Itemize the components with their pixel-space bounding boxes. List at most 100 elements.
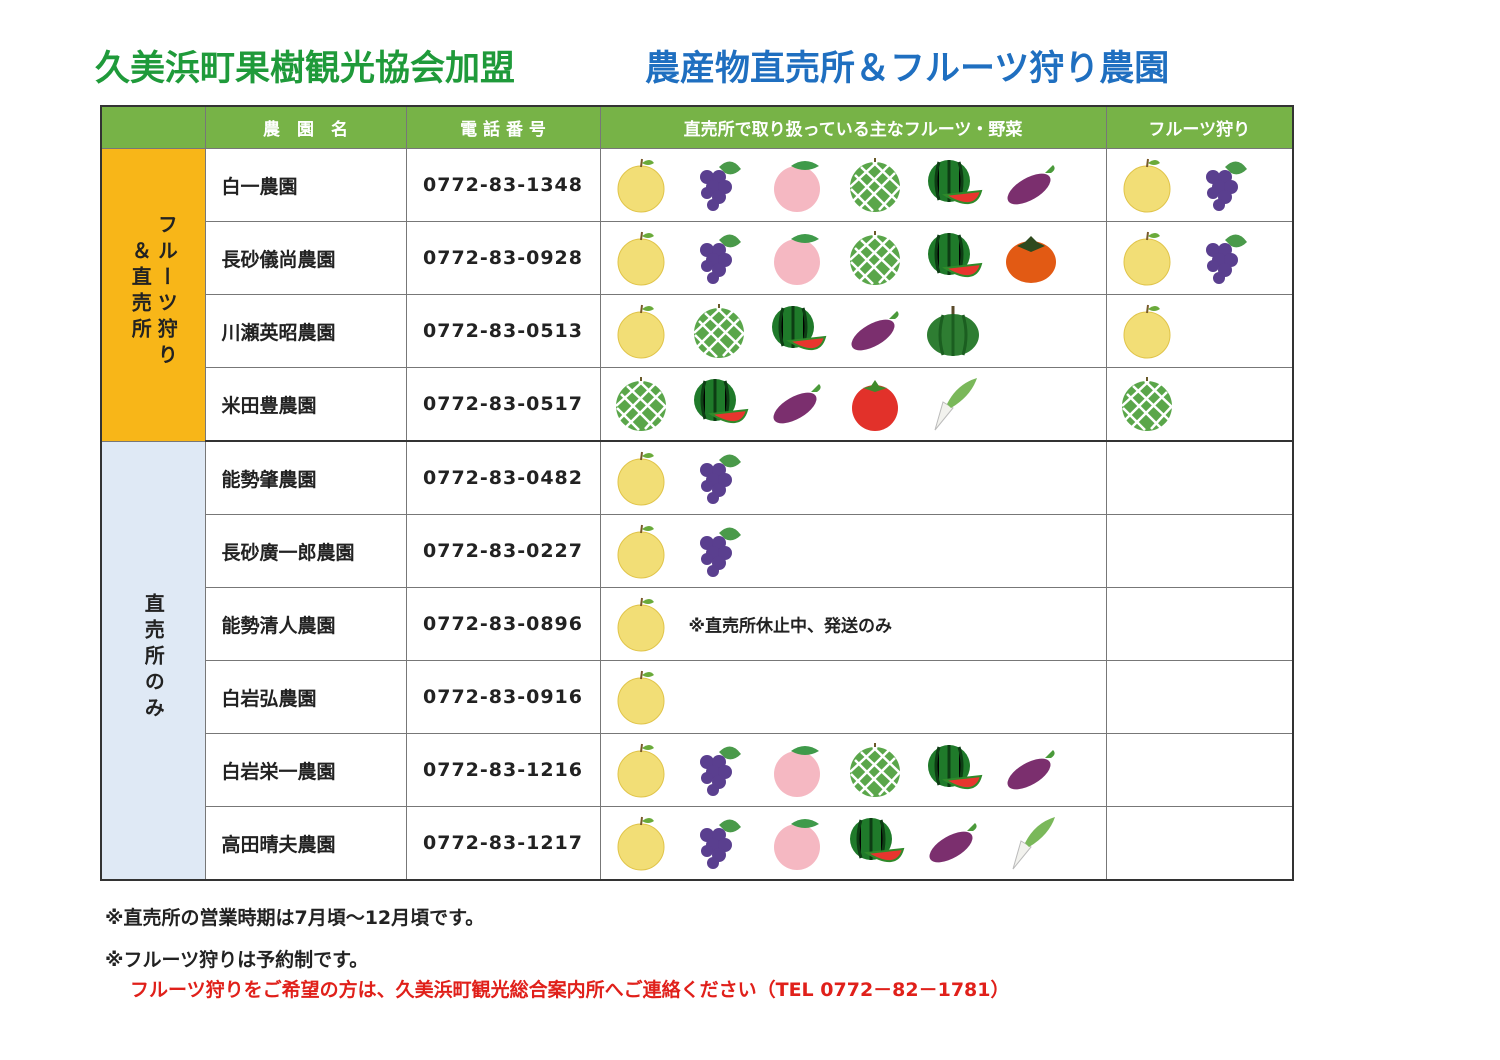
phone: 0772-83-0517	[405, 367, 601, 442]
farm-name: 川瀬英昭農園	[204, 294, 407, 368]
phone: 0772-83-0482	[405, 440, 601, 515]
group-label: フルーツ狩り＆直売所	[128, 214, 179, 371]
grape-icon	[1195, 228, 1255, 288]
farm-name: 能勢清人農園	[204, 587, 407, 661]
pear-icon	[1117, 228, 1177, 288]
farm-name: 米田豊農園	[204, 367, 407, 442]
row: 高田晴夫農園 0772-83-1217	[101, 806, 1294, 881]
phone: 0772-83-0928	[405, 221, 601, 295]
phone: 0772-83-0513	[405, 294, 601, 368]
grape-icon	[689, 155, 749, 215]
header-cell: 農 園 名	[204, 105, 407, 149]
contact: フルーツ狩りをご希望の方は、久美浜町観光総合案内所へご連絡ください（TEL 07…	[130, 979, 1010, 1001]
farm-name: 能勢肇農園	[204, 440, 407, 515]
phone: 0772-83-0227	[405, 514, 601, 588]
melon-icon	[1117, 374, 1177, 434]
sweetpotato-icon	[845, 301, 905, 361]
farm-name: 白一農園	[204, 148, 407, 222]
note: ※フルーツ狩りは予約制です。	[105, 949, 369, 971]
row: 白岩弘農園 0772-83-0916	[101, 660, 1294, 734]
grape-icon	[689, 228, 749, 288]
title-left: 久美浜町果樹観光協会加盟	[95, 49, 516, 89]
watermelon-icon	[767, 301, 827, 361]
picking	[1105, 806, 1294, 881]
persimmon-icon	[1001, 228, 1061, 288]
melon-icon	[845, 155, 905, 215]
picking	[1105, 660, 1294, 734]
pumpkin-icon	[923, 301, 983, 361]
sweetpotato-icon	[1001, 155, 1061, 215]
produce	[599, 221, 1107, 295]
row: 米田豊農園 0772-83-0517	[101, 367, 1294, 442]
group-cell: 直売所のみ	[100, 440, 206, 881]
watermelon-icon	[689, 374, 749, 434]
row: 長砂廣一郎農園 0772-83-0227	[101, 514, 1294, 588]
picking	[1105, 367, 1294, 442]
phone: 0772-83-0896	[405, 587, 601, 661]
grape-icon	[689, 521, 749, 581]
peach-icon	[767, 228, 827, 288]
produce	[599, 294, 1107, 368]
picking	[1105, 148, 1294, 222]
pear-icon	[611, 813, 671, 873]
header-cell: 電 話 番 号	[405, 105, 601, 149]
sweetpotato-icon	[1001, 740, 1061, 800]
farm-name: 白岩弘農園	[204, 660, 407, 734]
header-cell: 直売所で取り扱っている主なフルーツ・野菜	[599, 105, 1107, 149]
pear-icon	[611, 448, 671, 508]
picking	[1105, 440, 1294, 515]
melon-icon	[611, 374, 671, 434]
phone: 0772-83-1217	[405, 806, 601, 881]
picking	[1105, 221, 1294, 295]
watermelon-icon	[923, 228, 983, 288]
row: 川瀬英昭農園 0772-83-0513	[101, 294, 1294, 368]
pear-icon	[611, 521, 671, 581]
radish-icon	[1001, 813, 1061, 873]
pear-icon	[611, 740, 671, 800]
row: 直売所のみ 能勢肇農園 0772-83-0482	[100, 440, 1294, 881]
header-cell: フルーツ狩り	[1105, 105, 1294, 149]
farm-table: 農 園 名 電 話 番 号 直売所で取り扱っている主なフルーツ・野菜 フルーツ狩…	[100, 105, 1294, 881]
pear-icon	[1117, 301, 1177, 361]
picking	[1105, 587, 1294, 661]
grape-icon	[689, 813, 749, 873]
phone: 0772-83-0916	[405, 660, 601, 734]
title-right: 農産物直売所＆フルーツ狩り農園	[645, 49, 1170, 89]
pear-icon	[611, 155, 671, 215]
row-note: ※直売所休止中、発送のみ	[688, 616, 893, 637]
header-cell	[100, 105, 206, 149]
row: 白岩栄一農園 0772-83-1216	[101, 733, 1294, 807]
watermelon-icon	[923, 155, 983, 215]
tomato-icon	[845, 374, 905, 434]
phone: 0772-83-1216	[405, 733, 601, 807]
pear-icon	[611, 667, 671, 727]
peach-icon	[767, 155, 827, 215]
produce	[599, 440, 1107, 515]
produce	[599, 514, 1107, 588]
watermelon-icon	[845, 813, 905, 873]
pear-icon	[611, 228, 671, 288]
picking	[1105, 294, 1294, 368]
farm-name: 白岩栄一農園	[204, 733, 407, 807]
produce: ※直売所休止中、発送のみ	[599, 587, 1107, 661]
peach-icon	[767, 813, 827, 873]
farm-name: 長砂廣一郎農園	[204, 514, 407, 588]
produce	[599, 148, 1107, 222]
pear-icon	[611, 301, 671, 361]
row: 能勢清人農園 0772-83-0896 ※直売所休止中、発送のみ	[101, 587, 1294, 661]
melon-icon	[689, 301, 749, 361]
radish-icon	[923, 374, 983, 434]
picking	[1105, 514, 1294, 588]
watermelon-icon	[923, 740, 983, 800]
group-cell: フルーツ狩り＆直売所	[100, 148, 206, 442]
row: フルーツ狩り＆直売所 白一農園 0772-83-1348	[100, 148, 1294, 442]
farm-name: 長砂儀尚農園	[204, 221, 407, 295]
farm-name: 高田晴夫農園	[204, 806, 407, 881]
grape-icon	[1195, 155, 1255, 215]
melon-icon	[845, 228, 905, 288]
produce	[599, 660, 1107, 734]
group-label: 直売所のみ	[141, 592, 166, 723]
grape-icon	[689, 448, 749, 508]
row: 長砂儀尚農園 0772-83-0928	[101, 221, 1294, 295]
picking	[1105, 733, 1294, 807]
